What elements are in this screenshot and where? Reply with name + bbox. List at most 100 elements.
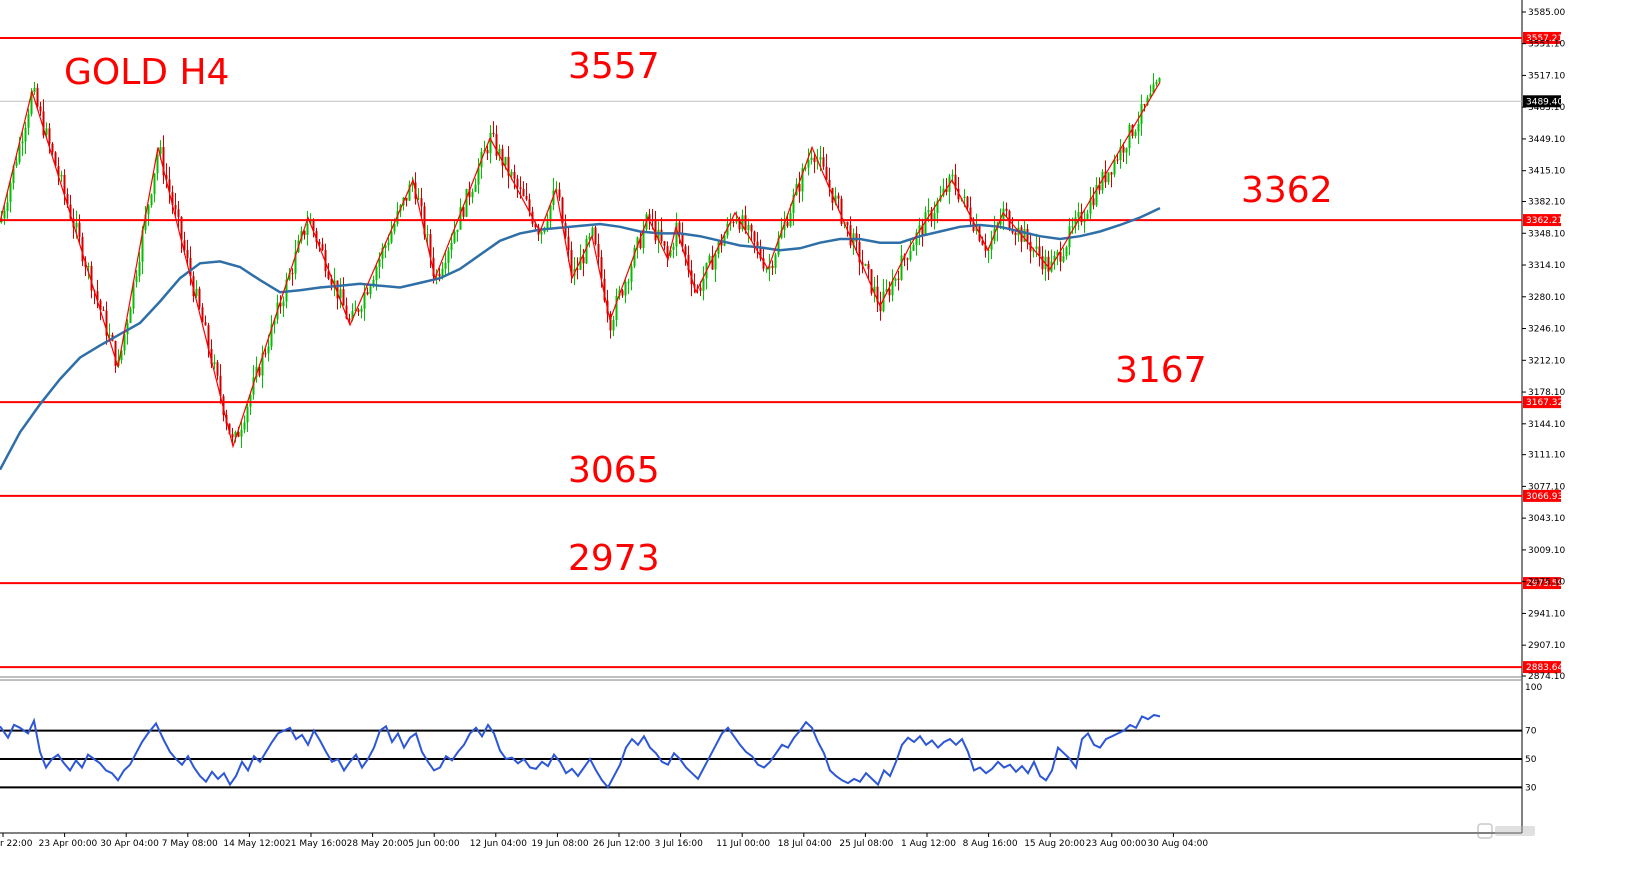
candle-body xyxy=(525,195,528,200)
candle-body xyxy=(981,240,984,245)
candle-body xyxy=(804,167,807,169)
candle-body xyxy=(288,273,291,280)
time-tick-label: 30 Aug 04:00 xyxy=(1147,839,1208,849)
level-price-tag xyxy=(1523,396,1561,409)
candle-body xyxy=(27,114,30,128)
candle-body xyxy=(39,106,42,112)
candle-body xyxy=(750,224,753,232)
candle-body xyxy=(510,171,513,176)
candle-body xyxy=(222,396,225,415)
candle-body xyxy=(231,433,234,438)
candle-body xyxy=(327,271,330,279)
moving-average-line xyxy=(0,206,1161,471)
candle-body xyxy=(834,195,837,203)
time-tick-label: 23 Apr 00:00 xyxy=(39,839,98,849)
price-tick-label: 3280.10 xyxy=(1528,293,1565,303)
candle-body xyxy=(291,273,294,275)
candle-body xyxy=(249,394,252,407)
candle-body xyxy=(207,325,210,349)
candle-body xyxy=(1116,159,1119,161)
candle-body xyxy=(1098,184,1101,191)
candle-body xyxy=(726,223,729,236)
level-price-tag-label: 3066.93 xyxy=(1526,492,1563,502)
candle-body xyxy=(678,222,681,233)
candle-body xyxy=(609,313,612,331)
candle-body xyxy=(762,258,765,269)
candle-body xyxy=(264,353,267,355)
candle-body xyxy=(768,265,771,269)
candle-body xyxy=(141,230,144,262)
level-price-tag-label: 3362.21 xyxy=(1526,216,1563,226)
candle-body xyxy=(420,198,423,207)
candle-body xyxy=(159,147,162,155)
candle-body xyxy=(528,199,531,212)
candle-body xyxy=(438,273,441,277)
candle-body xyxy=(99,300,102,310)
price-tick-label: 3111.10 xyxy=(1528,451,1565,461)
candle-body xyxy=(381,247,384,260)
candle-body xyxy=(252,377,255,395)
candle-body xyxy=(720,242,723,246)
candle-body xyxy=(441,268,444,277)
candle-body xyxy=(540,232,543,235)
candle-body xyxy=(1053,255,1056,262)
candle-body xyxy=(1101,171,1104,191)
time-tick-label: 8 Aug 16:00 xyxy=(963,839,1018,849)
watermark-logo xyxy=(1477,823,1535,839)
candle-body xyxy=(261,353,264,376)
candle-body xyxy=(1158,77,1161,82)
rsi-scale-top: 100 xyxy=(1525,683,1542,693)
candle-body xyxy=(930,210,933,221)
level-price-tag xyxy=(1523,489,1561,502)
candle-body xyxy=(867,264,870,270)
candle-body xyxy=(897,278,900,280)
candle-body xyxy=(330,278,333,285)
candle-body xyxy=(1122,146,1125,153)
candle-body xyxy=(150,194,153,206)
candle-body xyxy=(36,87,39,107)
candle-body xyxy=(189,257,192,277)
candle-body xyxy=(1002,208,1005,221)
candle-body xyxy=(213,362,216,365)
candle-body xyxy=(273,319,276,325)
price-tick-label: 3551.10 xyxy=(1528,40,1565,50)
moving-average xyxy=(0,206,1161,471)
level-price-tag xyxy=(1523,577,1561,590)
candle-body xyxy=(1005,208,1008,211)
candle-body xyxy=(657,229,660,241)
candle-body xyxy=(210,348,213,365)
candle-body xyxy=(759,246,762,259)
candle-body xyxy=(123,334,126,351)
candle-body xyxy=(945,188,948,192)
price-tick-label: 3585.00 xyxy=(1528,8,1565,18)
candle-body xyxy=(216,362,219,376)
candle-body xyxy=(369,286,372,295)
candle-body xyxy=(909,250,912,260)
candle-body xyxy=(1113,159,1116,175)
candle-body xyxy=(312,220,315,232)
price-tick-label: 3415.10 xyxy=(1528,167,1565,177)
candle-body xyxy=(33,87,36,92)
candle-body xyxy=(999,220,1002,225)
price-tick-label: 3517.10 xyxy=(1528,71,1565,81)
candle-body xyxy=(1074,217,1077,227)
candle-body xyxy=(201,307,204,323)
candle-body xyxy=(864,264,867,266)
candle-body xyxy=(786,222,789,227)
rsi-level-label: 70 xyxy=(1525,727,1537,737)
candle-body xyxy=(615,295,618,320)
candle-body xyxy=(396,211,399,224)
level-label: 3065 xyxy=(568,450,660,491)
level-price-tag-label: 2883.64 xyxy=(1526,663,1563,673)
candle-body xyxy=(1155,81,1158,85)
level-label: 3167 xyxy=(1115,350,1207,391)
candle-body xyxy=(561,197,564,224)
candle-body xyxy=(741,215,744,230)
candle-body xyxy=(69,204,72,219)
candle-body xyxy=(384,245,387,248)
candle-body xyxy=(810,157,813,161)
candle-body xyxy=(366,292,369,295)
candle-body xyxy=(57,166,60,177)
candle-body xyxy=(318,241,321,245)
candle-body xyxy=(501,148,504,166)
